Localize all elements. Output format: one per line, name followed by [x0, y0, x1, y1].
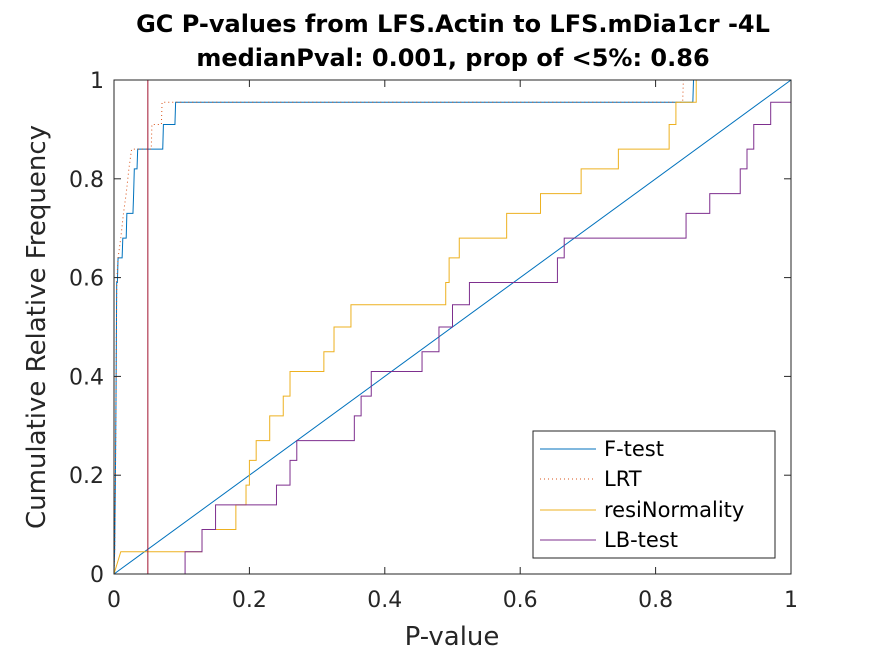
- y-axis: 0 0.2 0.4 0.6 0.8 1: [69, 69, 791, 588]
- legend-label-f-test: F-test: [604, 437, 664, 461]
- x-tick-label: 1: [784, 588, 798, 613]
- x-tick-label: 0.8: [638, 588, 673, 613]
- series-line-resinormality: [113, 80, 697, 575]
- x-tick-label: 0.4: [367, 588, 402, 613]
- y-axis-label: Cumulative Relative Frequency: [22, 125, 52, 529]
- x-axis-label: P-value: [405, 622, 500, 652]
- x-tick-label: 0: [107, 588, 121, 613]
- x-axis: 0 0.2 0.4 0.6 0.8 1: [107, 80, 798, 613]
- chart-title-line-2: medianPval: 0.001, prop of <5%: 0.86: [196, 44, 709, 72]
- x-tick-label: 0.2: [232, 588, 267, 613]
- chart-title-line-1: GC P-values from LFS.Actin to LFS.mDia1c…: [136, 10, 770, 38]
- y-tick-label: 0.4: [69, 365, 104, 390]
- y-tick-label: 0: [90, 563, 104, 588]
- data-layer: [113, 79, 792, 575]
- y-tick-label: 1: [90, 69, 104, 94]
- legend-label-lb-test: LB-test: [604, 528, 678, 552]
- axes-box: [113, 79, 792, 575]
- y-tick-label: 0.6: [69, 267, 104, 292]
- y-tick-label: 0.8: [69, 168, 104, 193]
- series-line-lrt: [113, 79, 684, 575]
- series-line-lb-test: [184, 101, 791, 574]
- legend-box: [532, 430, 776, 559]
- x-tick-label: 0.6: [503, 588, 538, 613]
- legend-label-lrt: LRT: [604, 467, 642, 491]
- legend: F-test LRT resiNormality LB-test: [532, 430, 776, 559]
- legend-label-resinormality: resiNormality: [604, 498, 744, 522]
- y-tick-label: 0.2: [69, 464, 104, 489]
- series-line-f-test: [113, 79, 695, 575]
